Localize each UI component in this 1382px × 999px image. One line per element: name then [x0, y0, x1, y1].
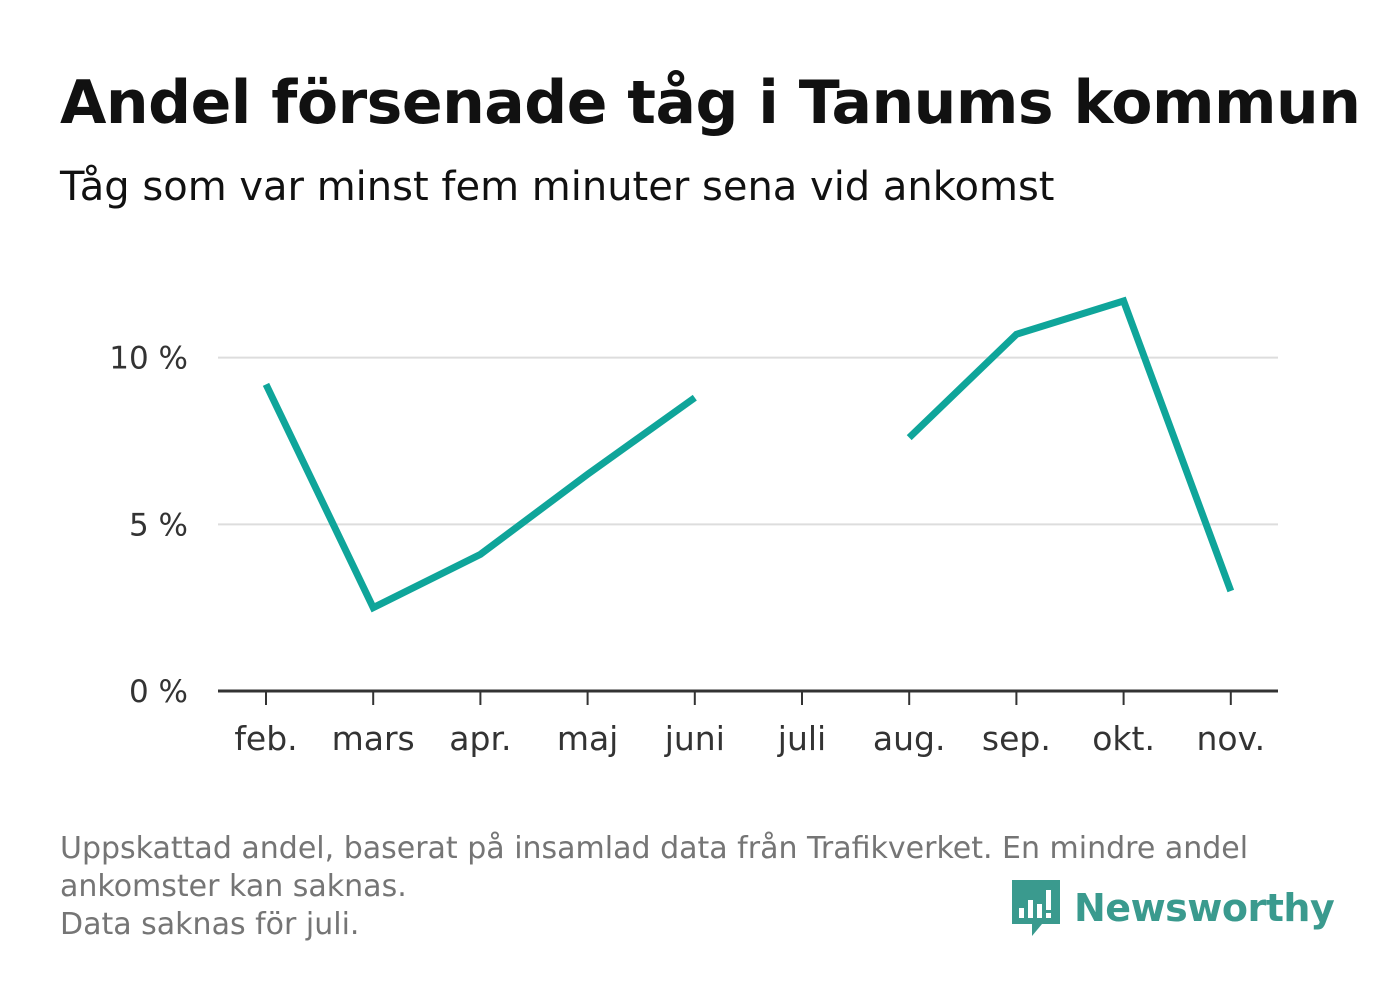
x-tick-label: apr.	[449, 719, 511, 758]
footnote: Uppskattad andel, baserat på insamlad da…	[60, 830, 1320, 944]
newsworthy-logo: Newsworthy	[1010, 878, 1335, 938]
footnote-line-2: ankomster kan saknas.	[60, 869, 407, 904]
series-line-segment	[906, 296, 1235, 593]
chart-title: Andel försenade tåg i Tanums kommun	[60, 68, 1361, 138]
x-tick-label: nov.	[1197, 719, 1266, 758]
y-tick-label: 10 %	[109, 341, 188, 377]
series-line-segment	[262, 382, 697, 613]
series-layer	[262, 296, 1235, 613]
chart-subtitle: Tåg som var minst fem minuter sena vid a…	[60, 164, 1055, 210]
x-tick-label: juni	[664, 719, 725, 758]
footnote-line-1: Uppskattad andel, baserat på insamlad da…	[60, 831, 1249, 866]
x-tick-label: juli	[777, 719, 826, 758]
x-tick-label: mars	[332, 719, 415, 758]
y-tick-label: 5 %	[129, 507, 188, 543]
newsworthy-bars-icon	[1012, 880, 1060, 936]
gridlines	[218, 356, 1278, 526]
x-axis: feb. mars apr. maj juni juli aug. sep. okt. nov.	[218, 689, 1278, 758]
x-tick-label: maj	[557, 719, 619, 758]
y-axis: 0 % 5 % 10 %	[109, 341, 188, 710]
y-tick-label: 0 %	[129, 674, 188, 710]
logo-text: Newsworthy	[1074, 886, 1335, 930]
x-tick-label: aug.	[873, 719, 946, 758]
x-tick-label: feb.	[234, 719, 297, 758]
x-tick-label: sep.	[982, 719, 1051, 758]
x-tick-label: okt.	[1092, 719, 1155, 758]
footnote-line-3: Data saknas för juli.	[60, 907, 360, 942]
